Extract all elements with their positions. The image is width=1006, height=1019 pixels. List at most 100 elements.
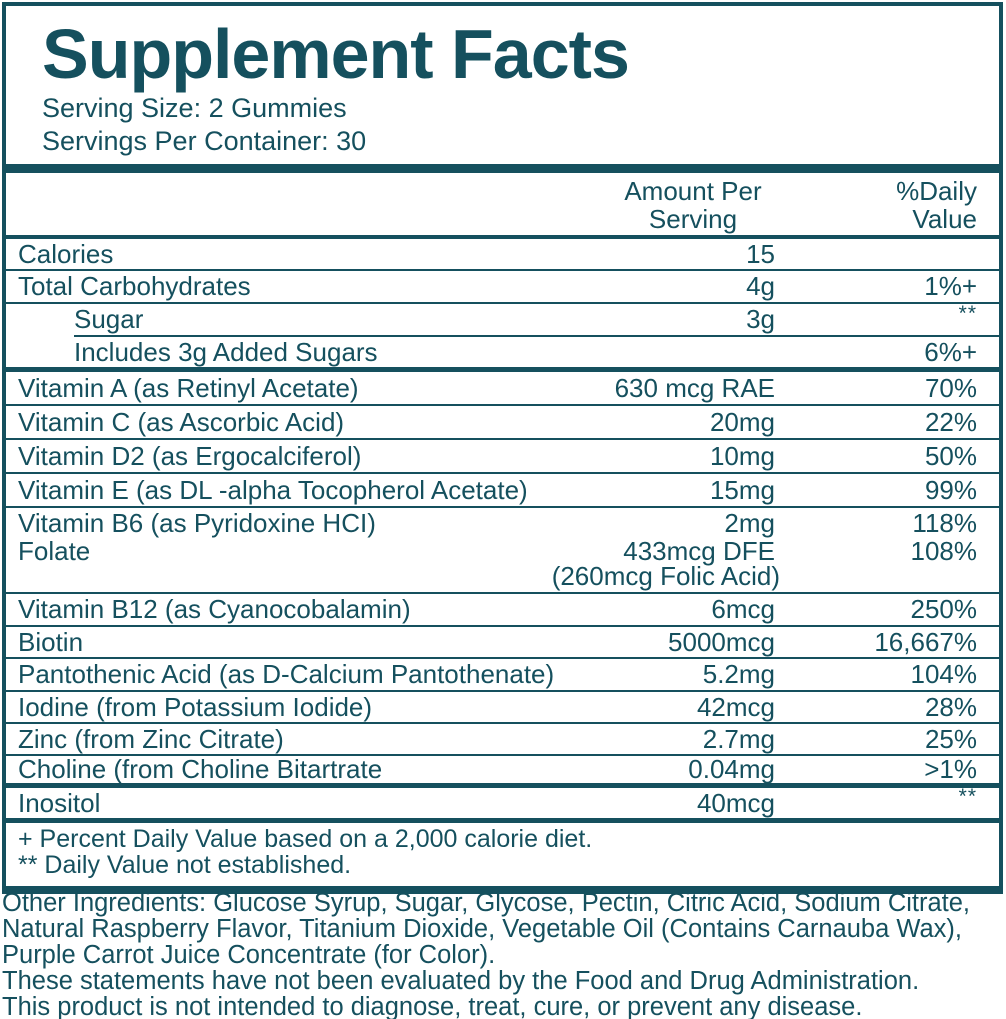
panel-header: Supplement Facts Serving Size: 2 Gummies…	[6, 6, 999, 164]
row-divider	[6, 438, 999, 440]
nutrient-daily-value: 99%	[924, 475, 977, 505]
table-row-zinc: Zinc (from Zinc Citrate) 2.7mg 25%	[6, 724, 999, 754]
section-divider	[6, 783, 999, 788]
nutrient-daily-value: 28%	[924, 692, 977, 722]
table-row-iodine: Iodine (from Potassium Iodide) 42mcg 28%	[6, 692, 999, 722]
nutrient-amount: 2.7mg	[702, 724, 775, 754]
nutrient-name: Iodine (from Potassium Iodide)	[18, 692, 373, 722]
header-divider-bar	[6, 164, 999, 173]
nutrient-daily-value: **	[958, 785, 977, 808]
table-row-folate-detail: (260mcg Folic Acid)	[6, 561, 999, 592]
section-divider	[6, 367, 999, 372]
table-row-biotin: Biotin 5000mcg 16,667%	[6, 627, 999, 657]
nutrient-name: Biotin	[18, 627, 84, 657]
nutrient-daily-value: 22%	[924, 407, 977, 437]
row-divider	[6, 404, 999, 406]
nutrient-amount: 433mcg DFE	[623, 536, 775, 566]
nutrient-daily-value: 1%+	[924, 271, 977, 301]
nutrient-daily-value: 118%	[912, 508, 977, 538]
row-divider	[6, 302, 999, 304]
nutrient-amount: 6mcg	[711, 594, 775, 624]
supplement-facts-panel: Supplement Facts Serving Size: 2 Gummies…	[2, 2, 1003, 894]
nutrient-daily-value: 108%	[910, 536, 978, 566]
table-row-total-carbohydrates: Total Carbohydrates 4g 1%+	[6, 271, 999, 302]
nutrient-daily-value: 6%+	[924, 337, 977, 367]
other-ingredients-line: Purple Carrot Juice Concentrate (for Col…	[2, 941, 496, 969]
other-ingredients-line: Natural Raspberry Flavor, Titanium Dioxi…	[2, 915, 962, 943]
row-divider	[6, 754, 999, 756]
table-row-vitamin-c: Vitamin C (as Ascorbic Acid) 20mg 22%	[6, 406, 999, 438]
nutrient-amount: 15	[746, 239, 775, 269]
nutrient-daily-value: 16,667%	[874, 627, 977, 657]
row-divider	[6, 690, 999, 692]
row-divider	[6, 722, 999, 724]
table-row-inositol: Inositol 40mcg **	[6, 785, 999, 818]
nutrient-name: Vitamin D2 (as Ergocalciferol)	[18, 441, 362, 471]
nutrient-name: Inositol	[18, 788, 101, 818]
nutrient-amount: 2mg	[724, 508, 775, 538]
footnote-daily-value: + Percent Daily Value based on a 2,000 c…	[18, 825, 593, 853]
nutrient-name: Pantothenic Acid (as D-Calcium Pantothen…	[18, 659, 555, 689]
table-row-sugar: Sugar 3g **	[6, 302, 999, 335]
nutrient-daily-value: 25%	[924, 724, 977, 754]
nutrient-amount-detail: (260mcg Folic Acid)	[551, 561, 780, 591]
nutrient-name: Vitamin A (as Retinyl Acetate)	[18, 373, 359, 403]
nutrient-amount: 20mg	[709, 407, 775, 437]
column-header-row: Amount Per Serving %Daily Value	[6, 173, 999, 235]
nutrient-name: Includes 3g Added Sugars	[74, 337, 378, 367]
nutrient-amount: 3g	[746, 304, 775, 334]
row-divider	[6, 269, 999, 271]
row-divider	[6, 625, 999, 627]
panel-title: Supplement Facts	[42, 15, 630, 93]
nutrient-name: Total Carbohydrates	[18, 271, 251, 301]
nutrient-amount: 15mg	[709, 475, 775, 505]
footnotes: + Percent Daily Value based on a 2,000 c…	[6, 823, 999, 886]
nutrient-name: Zinc (from Zinc Citrate)	[18, 724, 284, 754]
nutrient-name: Calories	[18, 239, 114, 269]
nutrient-amount: 40mcg	[696, 788, 775, 818]
column-header-daily-value: %Daily Value	[896, 176, 977, 234]
table-row-pantothenic-acid: Pantothenic Acid (as D-Calcium Pantothen…	[6, 659, 999, 690]
nutrient-amount: 5000mcg	[668, 627, 775, 657]
table-row-vitamin-d2: Vitamin D2 (as Ergocalciferol) 10mg 50%	[6, 440, 999, 472]
nutrient-name: Choline (from Choline Bitartrate	[18, 754, 383, 784]
table-row-vitamin-b12: Vitamin B12 (as Cyanocobalamin) 6mcg 250…	[6, 594, 999, 625]
footnote-not-established: ** Daily Value not established.	[18, 851, 352, 879]
nutrient-amount: 5.2mg	[702, 659, 775, 689]
nutrient-name: Vitamin E (as DL -alpha Tocopherol Aceta…	[18, 475, 528, 505]
nutrient-name: Vitamin B12 (as Cyanocobalamin)	[18, 594, 411, 624]
label-bottom-text: Other Ingredients: Glucose Syrup, Sugar,…	[2, 890, 1004, 1019]
row-divider	[6, 506, 999, 508]
nutrient-name: Vitamin C (as Ascorbic Acid)	[18, 407, 345, 437]
table-row-added-sugars: Includes 3g Added Sugars 6%+	[6, 337, 999, 367]
nutrient-name: Sugar	[74, 304, 144, 334]
nutrient-amount: 42mcg	[696, 692, 775, 722]
nutrient-amount: 0.04mg	[688, 754, 775, 784]
nutrient-amount: 10mg	[709, 441, 775, 471]
row-divider-indented	[74, 335, 999, 337]
row-divider	[6, 472, 999, 474]
nutrient-amount: 4g	[746, 271, 775, 301]
table-row-vitamin-e: Vitamin E (as DL -alpha Tocopherol Aceta…	[6, 474, 999, 506]
table-row-vitamin-a: Vitamin A (as Retinyl Acetate) 630 mcg R…	[6, 372, 999, 404]
section-divider	[6, 818, 999, 823]
nutrient-name: Folate	[18, 536, 91, 566]
table-row-calories: Calories 15	[6, 239, 999, 269]
nutrient-daily-value: 250%	[910, 594, 978, 624]
row-divider	[6, 235, 999, 239]
nutrient-daily-value: 70%	[924, 373, 977, 403]
nutrient-daily-value: 50%	[924, 441, 977, 471]
table-row-folate: Folate 433mcg DFE 108%	[6, 538, 999, 565]
nutrient-daily-value: 104%	[910, 659, 978, 689]
nutrient-name: Vitamin B6 (as Pyridoxine HCI)	[18, 508, 376, 538]
servings-per-container: Servings Per Container: 30	[42, 126, 367, 156]
nutrient-daily-value: >1%	[924, 754, 977, 784]
serving-size: Serving Size: 2 Gummies	[42, 93, 347, 123]
disclaimer-line: This product is not intended to diagnose…	[2, 993, 863, 1019]
row-divider	[6, 657, 999, 659]
disclaimer-line: These statements have not been evaluated…	[2, 967, 920, 995]
column-header-amount: Amount Per Serving	[624, 176, 762, 234]
row-divider	[6, 592, 999, 594]
table-row-choline: Choline (from Choline Bitartrate 0.04mg …	[6, 756, 999, 783]
nutrient-amount: 630 mcg RAE	[614, 373, 775, 403]
